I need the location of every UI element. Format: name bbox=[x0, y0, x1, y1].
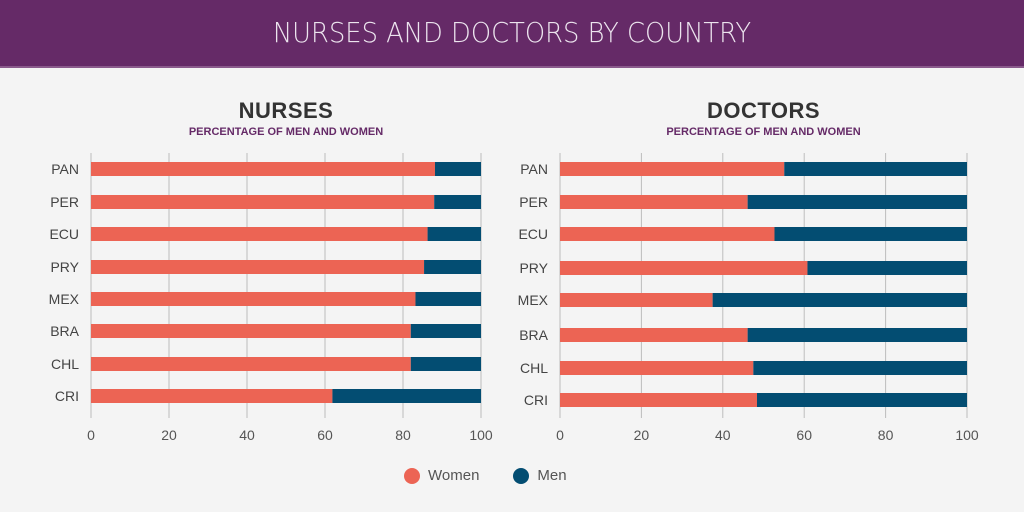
nurses-bar-men bbox=[434, 195, 481, 209]
doctors-bar-men bbox=[753, 361, 967, 375]
nurses-bar-women bbox=[91, 389, 333, 403]
women-swatch-icon bbox=[404, 467, 420, 484]
doctors-bar-women bbox=[560, 361, 754, 375]
nurses-category-label: MEX bbox=[49, 291, 80, 307]
legend-label-men: Men bbox=[537, 467, 567, 484]
doctors-x-tick-label: 80 bbox=[878, 427, 894, 443]
nurses-category-label: BRA bbox=[50, 323, 79, 339]
nurses-bar-men bbox=[410, 357, 481, 371]
doctors-x-tick-label: 60 bbox=[796, 427, 812, 443]
nurses-x-tick-label: 0 bbox=[87, 427, 95, 443]
legend-item-women: Women bbox=[404, 467, 479, 484]
legend-label-women: Women bbox=[428, 467, 480, 484]
doctors-bar-men bbox=[807, 261, 967, 275]
doctors-bar-men bbox=[747, 195, 967, 209]
legend-item-men: Men bbox=[513, 467, 567, 484]
doctors-category-label: CRI bbox=[524, 392, 548, 408]
doctors-bar-men bbox=[747, 328, 967, 342]
doctors-category-label: PRY bbox=[519, 260, 548, 276]
men-swatch-icon bbox=[513, 467, 530, 484]
doctors-chart-title: DOCTORS bbox=[706, 98, 821, 123]
doctors-category-label: PER bbox=[519, 194, 548, 210]
nurses-category-label: ECU bbox=[49, 226, 79, 242]
nurses-chart-title: NURSES bbox=[238, 98, 334, 123]
nurses-chart-subtitle: PERCENTAGE OF MEN AND WOMEN bbox=[188, 126, 384, 138]
nurses-bar-women bbox=[91, 195, 435, 209]
nurses-bar-men bbox=[410, 324, 481, 338]
nurses-category-label: CHL bbox=[51, 356, 79, 372]
doctors-bar-men bbox=[712, 293, 967, 307]
legend: Women Men bbox=[404, 467, 601, 484]
doctors-bar-men bbox=[784, 162, 967, 176]
nurses-category-label: PER bbox=[50, 194, 79, 210]
doctors-x-tick-label: 0 bbox=[556, 427, 564, 443]
page-title: NURSES AND DOCTORS BY COUNTRY bbox=[272, 16, 752, 49]
doctors-bar-women bbox=[560, 328, 748, 342]
doctors-category-label: BRA bbox=[519, 327, 548, 343]
doctors-bar-women bbox=[560, 293, 713, 307]
doctors-x-tick-label: 20 bbox=[634, 427, 650, 443]
nurses-bar-men bbox=[427, 227, 481, 241]
doctors-category-label: MEX bbox=[518, 292, 549, 308]
nurses-x-tick-label: 80 bbox=[395, 427, 411, 443]
doctors-bar-women bbox=[560, 227, 775, 241]
doctors-bar-men bbox=[756, 393, 967, 407]
nurses-bar-men bbox=[332, 389, 481, 403]
doctors-x-tick-label: 40 bbox=[715, 427, 731, 443]
doctors-bar-women bbox=[560, 393, 757, 407]
nurses-bar-men bbox=[424, 260, 481, 274]
doctors-bar-women bbox=[560, 195, 748, 209]
nurses-bar-men bbox=[415, 292, 481, 306]
doctors-x-tick-label: 100 bbox=[955, 427, 979, 443]
doctors-bar-women bbox=[560, 162, 785, 176]
nurses-x-tick-label: 60 bbox=[317, 427, 333, 443]
nurses-bar-women bbox=[91, 357, 411, 371]
doctors-category-label: CHL bbox=[520, 360, 548, 376]
nurses-x-tick-label: 20 bbox=[161, 427, 177, 443]
nurses-bar-men bbox=[434, 162, 481, 176]
nurses-bar-women bbox=[91, 227, 428, 241]
nurses-bar-women bbox=[91, 292, 416, 306]
nurses-category-label: CRI bbox=[55, 388, 79, 404]
nurses-bar-women bbox=[91, 162, 435, 176]
nurses-x-tick-label: 40 bbox=[239, 427, 255, 443]
header-banner: NURSES AND DOCTORS BY COUNTRY bbox=[0, 0, 1024, 68]
doctors-chart-subtitle: PERCENTAGE OF MEN AND WOMEN bbox=[666, 126, 861, 138]
nurses-category-label: PAN bbox=[51, 161, 79, 177]
doctors-category-label: ECU bbox=[518, 226, 548, 242]
nurses-bar-women bbox=[91, 324, 411, 338]
doctors-bar-women bbox=[560, 261, 808, 275]
nurses-category-label: PRY bbox=[50, 259, 79, 275]
doctors-category-label: PAN bbox=[520, 161, 548, 177]
nurses-x-tick-label: 100 bbox=[469, 427, 493, 443]
nurses-bar-women bbox=[91, 260, 425, 274]
doctors-bar-men bbox=[774, 227, 967, 241]
